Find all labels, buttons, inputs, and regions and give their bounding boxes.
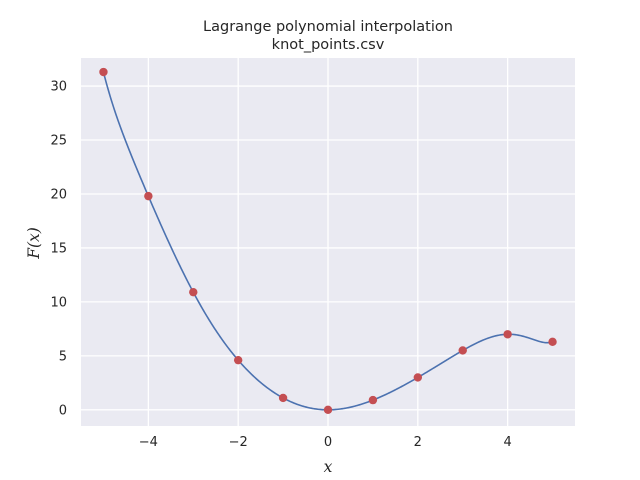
points-layer — [99, 67, 557, 415]
y-tick-label: 0 — [59, 403, 67, 418]
knot-point — [368, 395, 378, 405]
x-axis-label: x — [324, 458, 333, 476]
x-tick-label: 4 — [503, 435, 511, 450]
knot-point — [503, 330, 512, 339]
knot-point — [278, 393, 288, 403]
chart-title: Lagrange polynomial interpolation — [203, 19, 453, 35]
knot-point — [144, 191, 153, 201]
knot-point — [233, 355, 243, 365]
y-tick-label: 30 — [50, 80, 67, 95]
x-tick-label: −2 — [229, 435, 248, 450]
x-tick-label: −4 — [139, 435, 158, 450]
chart-subtitle: knot_points.csv — [272, 37, 385, 53]
x-tick-label: 0 — [324, 435, 332, 450]
knot-point — [189, 287, 198, 297]
y-axis-label: F(x) — [25, 227, 43, 260]
y-tick-label: 20 — [50, 187, 67, 202]
y-tick-label: 15 — [50, 241, 67, 256]
x-tick-label: 2 — [414, 435, 422, 450]
y-tick-label: 5 — [59, 349, 67, 364]
grid-lines — [81, 58, 575, 426]
y-tick-label: 10 — [50, 295, 67, 310]
knot-point — [548, 337, 557, 347]
y-tick-label: 25 — [50, 134, 67, 149]
knot-point — [99, 67, 108, 77]
knot-point — [413, 373, 423, 382]
x-tick-labels: −4 −2 0 2 4 — [139, 435, 512, 450]
knot-point — [458, 346, 467, 355]
y-tick-labels: 0 5 10 15 20 25 30 — [50, 80, 67, 419]
knot-point — [323, 405, 333, 415]
